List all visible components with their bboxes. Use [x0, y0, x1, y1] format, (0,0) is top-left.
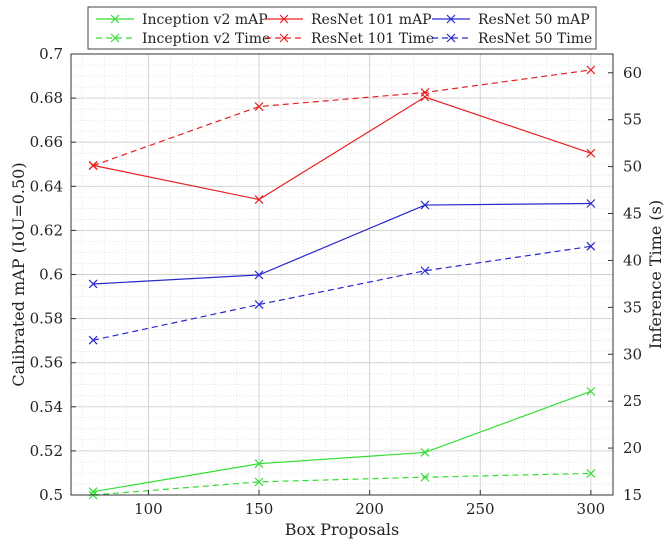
- legend-item: Inception v2 mAP: [96, 12, 268, 28]
- legend-label: ResNet 101 Time: [311, 31, 434, 47]
- legend-label: ResNet 50 mAP: [478, 12, 590, 28]
- legend-item: ResNet 101 Time: [265, 31, 434, 47]
- legend-label: ResNet 50 Time: [478, 31, 592, 47]
- y2-tick-label: 20: [623, 439, 642, 457]
- data-point: [88, 335, 98, 345]
- legend-label: Inception v2 Time: [142, 31, 270, 47]
- data-point: [420, 472, 430, 482]
- data-point: [254, 300, 264, 309]
- data-point: [420, 200, 430, 210]
- data-point: [586, 241, 596, 251]
- x-tick-label: 150: [245, 500, 274, 518]
- y2-tick-label: 15: [623, 486, 642, 504]
- data-point: [254, 477, 264, 487]
- x-tick-label: 100: [134, 500, 163, 518]
- data-point: [254, 195, 264, 204]
- y2-tick-label: 50: [623, 158, 642, 176]
- y-tick-label: 0.64: [30, 177, 63, 195]
- grid-layer: [71, 53, 614, 496]
- series-1: [88, 92, 596, 204]
- data-point: [88, 161, 98, 171]
- x-tick-label: 250: [466, 500, 495, 518]
- series-layer: [88, 65, 596, 500]
- y-tick-label: 0.66: [30, 133, 63, 151]
- y-tick-label: 0.7: [39, 45, 63, 63]
- y2-tick-label: 40: [623, 251, 642, 269]
- y2-tick-label: 25: [623, 392, 642, 410]
- legend-marker: [279, 14, 289, 24]
- data-point: [420, 266, 430, 276]
- series-line: [93, 202, 591, 285]
- y-tick-label: 0.54: [30, 398, 63, 416]
- series-line: [92, 245, 591, 341]
- legend-label: Inception v2 mAP: [142, 12, 268, 28]
- y2-tick-label: 35: [623, 298, 642, 316]
- legend-item: ResNet 50 Time: [432, 31, 592, 47]
- data-point: [420, 92, 430, 102]
- legend-item: ResNet 101 mAP: [265, 12, 432, 28]
- series-5: [88, 241, 596, 345]
- data-point: [586, 148, 596, 158]
- data-point: [586, 386, 596, 396]
- legend-item: Inception v2 Time: [96, 31, 270, 47]
- y2-tick-label: 45: [623, 205, 642, 223]
- data-point: [586, 468, 596, 478]
- y-axis-title: Calibrated mAP (IoU=0.50): [9, 162, 28, 386]
- data-point: [586, 65, 596, 75]
- series-line: [92, 69, 591, 167]
- x-tick-label: 300: [577, 500, 606, 518]
- series-line: [93, 472, 591, 496]
- y2-tick-label: 55: [623, 111, 642, 129]
- legend-item: ResNet 50 mAP: [432, 12, 590, 28]
- y-tick-label: 0.6: [39, 266, 63, 284]
- series-0: [88, 386, 596, 497]
- x-tick-label: 200: [355, 500, 384, 518]
- data-point: [420, 448, 430, 457]
- y-tick-label: 0.62: [30, 221, 63, 239]
- legend-marker: [110, 33, 120, 43]
- y2-tick-label: 30: [623, 345, 642, 363]
- tick-layer: 100 150 200 250 300 0.5 0.52 0.54 0.56 0.58 0.6 0.6…: [30, 45, 643, 518]
- y2-tick-label: 60: [623, 64, 642, 82]
- y-tick-label: 0.58: [30, 310, 63, 328]
- legend-marker: [279, 33, 289, 43]
- y2-axis-title: Inference Time (s): [646, 200, 665, 349]
- data-point: [420, 88, 430, 97]
- y-tick-label: 0.56: [30, 354, 63, 372]
- series-4: [88, 65, 596, 171]
- data-point: [88, 279, 98, 289]
- legend: Inception v2 mAP ResNet 101 mAP ResNet 50 …: [87, 6, 597, 50]
- legend-marker: [446, 33, 456, 43]
- data-point: [254, 102, 264, 111]
- legend-label: ResNet 101 mAP: [311, 12, 432, 28]
- legend-marker: [446, 14, 456, 24]
- legend-marker: [110, 14, 120, 24]
- y-tick-label: 0.68: [30, 89, 63, 107]
- x-axis-title: Box Proposals: [285, 520, 400, 539]
- data-point: [254, 270, 264, 280]
- series-line: [93, 96, 592, 201]
- y-tick-label: 0.52: [30, 442, 63, 460]
- series-line: [93, 390, 592, 493]
- data-point: [586, 199, 596, 208]
- legend-box: [87, 6, 597, 50]
- data-point: [254, 459, 264, 469]
- series-2: [88, 199, 596, 289]
- y-tick-label: 0.5: [39, 486, 63, 504]
